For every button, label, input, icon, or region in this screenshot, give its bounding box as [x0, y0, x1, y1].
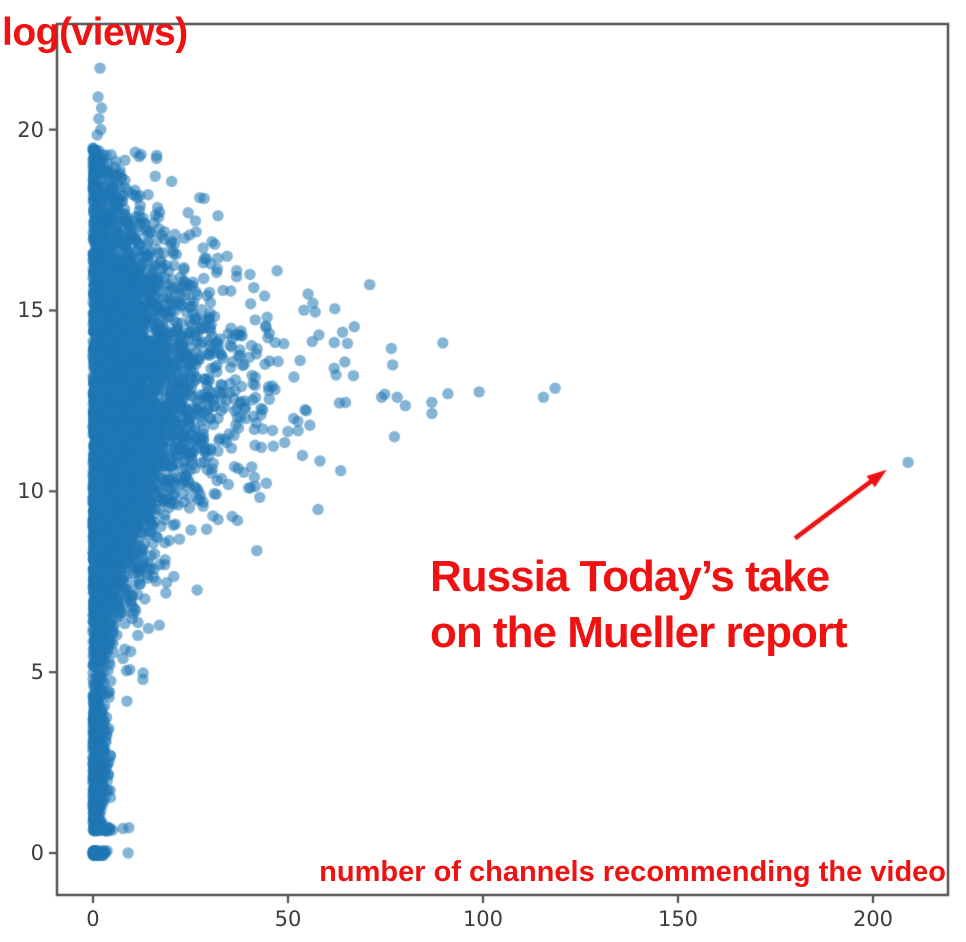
x-tick-label: 50	[274, 907, 302, 931]
y-tick-label: 15	[17, 298, 44, 323]
y-tick-label: 0	[30, 841, 44, 866]
x-axis-label: number of channels recommending the vide…	[319, 856, 946, 888]
y-axis-label: log(views)	[2, 11, 188, 54]
x-tick-label: 0	[86, 907, 100, 931]
x-tick-label: 200	[852, 907, 894, 931]
y-tick-label: 5	[30, 660, 44, 685]
annotation-text: Russia Today’s take on the Mueller repor…	[430, 549, 848, 661]
y-tick-label: 20	[17, 117, 44, 142]
x-tick-label: 150	[657, 907, 699, 931]
x-tick-label: 100	[462, 907, 504, 931]
annotation-line-1: Russia Today’s take	[430, 552, 830, 601]
y-tick-label: 10	[17, 479, 44, 504]
annotation-line-2: on the Mueller report	[430, 608, 848, 657]
